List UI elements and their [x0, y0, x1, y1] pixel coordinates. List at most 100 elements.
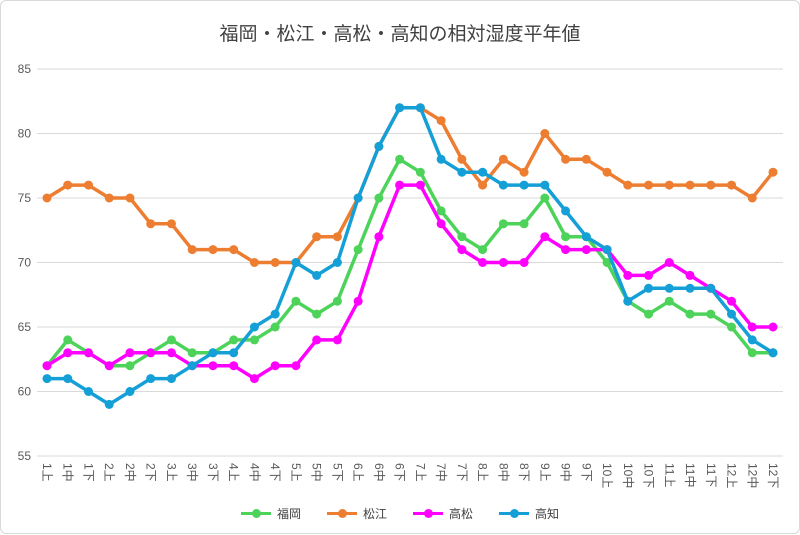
data-point: [540, 232, 550, 242]
data-point: [436, 219, 446, 229]
data-point: [623, 270, 633, 280]
legend-label: 高松: [449, 507, 474, 521]
x-tick-label: 6中: [372, 463, 387, 482]
data-point: [706, 283, 716, 293]
legend-item: 松江: [326, 505, 387, 522]
data-point: [42, 374, 52, 384]
data-point: [63, 335, 73, 345]
legend-swatch: [413, 509, 443, 518]
data-point: [747, 335, 757, 345]
data-point: [63, 348, 73, 358]
data-point: [540, 129, 550, 138]
data-point: [353, 245, 363, 255]
x-tick-label: 8中: [496, 463, 511, 482]
data-point: [602, 167, 612, 177]
data-point: [353, 296, 363, 306]
data-point: [644, 283, 654, 293]
data-point: [457, 167, 467, 177]
data-point: [374, 141, 384, 151]
data-point: [561, 206, 571, 216]
data-point: [291, 361, 301, 371]
data-point: [519, 180, 529, 190]
x-tick-label: 11中: [683, 463, 698, 487]
y-tick-label: 75: [18, 191, 32, 205]
x-tick-label: 7下: [455, 463, 469, 482]
x-tick-label: 9上: [538, 463, 552, 482]
data-point: [229, 335, 239, 345]
data-point: [63, 374, 73, 384]
data-point: [415, 167, 425, 177]
data-point: [353, 193, 363, 203]
x-tick-label: 2中: [123, 463, 138, 482]
data-point: [727, 296, 737, 306]
x-tick-label: 11上: [662, 463, 676, 487]
x-tick-label: 2下: [144, 463, 158, 482]
x-tick-label: 1下: [81, 463, 95, 482]
data-point: [395, 154, 405, 164]
data-point: [208, 361, 218, 371]
data-point: [83, 180, 93, 190]
data-point: [312, 335, 322, 345]
data-point: [623, 180, 633, 190]
data-point: [498, 258, 508, 267]
x-tick-label: 12下: [766, 463, 780, 488]
data-point: [561, 154, 571, 164]
legend-swatch: [240, 509, 271, 518]
data-point: [706, 309, 716, 319]
data-point: [602, 245, 612, 255]
data-point: [436, 154, 446, 164]
data-point: [478, 258, 488, 267]
data-point: [498, 154, 508, 164]
data-point: [332, 258, 342, 267]
x-tick-label: 3上: [164, 463, 178, 482]
data-point: [519, 167, 529, 177]
data-point: [332, 335, 342, 345]
x-tick-label: 5下: [330, 463, 344, 482]
data-point: [540, 180, 550, 190]
x-tick-label: 7上: [413, 463, 427, 482]
data-point: [623, 296, 633, 306]
x-tick-label: 3下: [206, 463, 220, 482]
data-point: [146, 374, 156, 384]
data-point: [270, 309, 280, 319]
x-tick-label: 11下: [704, 463, 718, 487]
data-point: [332, 232, 342, 242]
data-point: [436, 206, 446, 216]
data-point: [270, 322, 280, 332]
data-point: [644, 309, 654, 319]
data-point: [581, 245, 591, 255]
data-point: [125, 193, 135, 203]
data-point: [727, 309, 737, 319]
x-tick-label: 2上: [102, 463, 116, 482]
x-tick-label: 6上: [351, 463, 365, 482]
data-point: [478, 245, 488, 255]
data-point: [436, 116, 446, 126]
series-line-3: [47, 105, 774, 407]
data-point: [104, 399, 114, 409]
data-point: [540, 193, 550, 203]
data-point: [747, 193, 757, 203]
y-tick-label: 70: [18, 256, 32, 270]
x-tick-label: 8下: [517, 463, 531, 482]
data-point: [63, 180, 73, 190]
x-tick-label: 9中: [559, 463, 574, 482]
legend-item: 高松: [413, 505, 473, 522]
data-point: [768, 167, 778, 177]
legend-label: 松江: [362, 507, 387, 521]
data-point: [208, 348, 218, 358]
legend-item: 高知: [499, 505, 559, 522]
data-point: [561, 232, 571, 242]
data-point: [166, 219, 176, 229]
data-point: [685, 270, 695, 280]
data-point: [747, 322, 757, 332]
data-point: [104, 193, 114, 203]
chart-title: 福岡・松江・高松・高知の相対湿度平年値: [219, 23, 581, 45]
data-point: [187, 348, 197, 358]
data-point: [602, 258, 612, 267]
data-point: [229, 348, 239, 358]
legend-swatch: [326, 509, 357, 518]
x-tick-label: 3中: [185, 463, 200, 482]
data-point: [664, 180, 674, 190]
data-point: [312, 309, 322, 319]
